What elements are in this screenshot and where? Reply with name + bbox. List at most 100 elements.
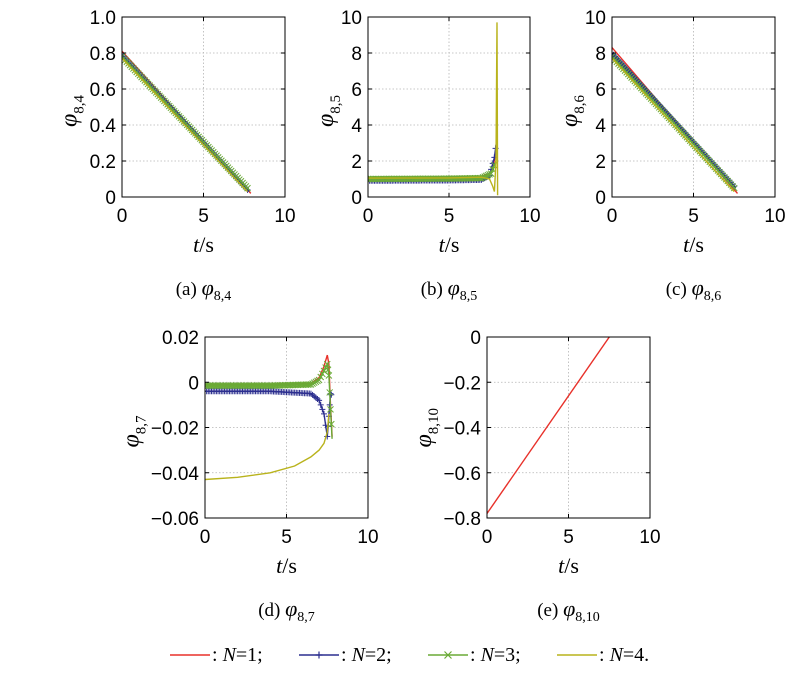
- marker-x: [405, 175, 412, 183]
- x-tick-label: 5: [688, 206, 699, 227]
- x-axis-label: t/s: [193, 232, 214, 257]
- y-tick-label: −0.06: [151, 509, 199, 530]
- chart-panel-5: −0.8 −0.6 −0.4 −0.2 0 0 5 10 t/s φ8,10 (e) φ8,10: [411, 328, 661, 625]
- marker-x: [403, 175, 411, 183]
- legend-item-3: : N=3;: [428, 644, 521, 666]
- marker-x: [431, 175, 438, 183]
- y-tick-label: 8: [595, 44, 606, 65]
- x-tick-label: 10: [519, 206, 540, 227]
- marker-x: [406, 175, 414, 183]
- marker-x: [478, 174, 485, 182]
- marker-x: [418, 175, 425, 183]
- marker-x: [442, 175, 450, 183]
- marker-x: [213, 382, 220, 389]
- marker-x: [323, 360, 331, 368]
- marker-x: [255, 382, 263, 389]
- marker-x: [384, 175, 391, 183]
- marker-x: [385, 175, 393, 183]
- marker-x: [230, 382, 238, 389]
- y-axis-label: φ8,5: [313, 95, 344, 127]
- marker-x: [327, 420, 335, 428]
- x-tick-label: 0: [607, 206, 618, 227]
- marker-x: [369, 175, 377, 183]
- y-tick-label: 10: [585, 8, 606, 29]
- marker-x: [260, 382, 268, 389]
- marker-x: [416, 175, 424, 183]
- marker-x: [232, 382, 240, 389]
- marker-x: [205, 382, 209, 389]
- marker-x: [368, 175, 372, 183]
- marker-x: [419, 175, 427, 183]
- x-tick-label: 0: [117, 206, 128, 227]
- x-tick-label: 10: [764, 206, 785, 227]
- legend-label: : N=3;: [470, 644, 521, 666]
- x-tick-label: 10: [274, 206, 295, 227]
- legend-item-2: : N=2;: [299, 644, 392, 666]
- series-group: [487, 337, 610, 514]
- marker-x: [310, 379, 318, 387]
- marker-x: [400, 175, 407, 183]
- x-tick-label: 0: [482, 527, 493, 548]
- x-axis-label: t/s: [683, 232, 704, 257]
- marker-x: [380, 175, 388, 183]
- y-tick-label: 0.4: [90, 116, 117, 137]
- panel-caption: (b) φ8,5: [421, 275, 478, 304]
- x-tick-label: 5: [281, 527, 292, 548]
- x-tick-label: 0: [200, 527, 211, 548]
- series-line-N=2: [368, 139, 498, 182]
- marker-x: [395, 175, 403, 183]
- y-tick-label: 0.6: [90, 80, 116, 101]
- marker-x: [421, 175, 429, 183]
- legend-label: : N=4.: [599, 644, 649, 666]
- series-group: [368, 22, 499, 196]
- marker-x: [413, 175, 420, 183]
- marker-x: [382, 175, 390, 183]
- marker-x: [422, 175, 430, 183]
- marker-x: [379, 175, 386, 183]
- marker-x: [427, 175, 435, 183]
- y-tick-label: −0.02: [151, 419, 199, 440]
- marker-x: [216, 382, 224, 389]
- marker-plus: [320, 410, 327, 417]
- y-tick-label: 2: [351, 152, 362, 173]
- marker-plus: [319, 406, 326, 413]
- marker-plus: [317, 401, 324, 408]
- marker-x: [252, 382, 259, 389]
- marker-x: [205, 382, 210, 389]
- legend-marker-x: [444, 651, 452, 659]
- x-tick-label: 5: [444, 206, 455, 227]
- y-tick-label: 0: [470, 328, 481, 349]
- y-tick-label: 4: [595, 116, 606, 137]
- marker-x: [393, 175, 401, 183]
- panel-caption: (d) φ8,7: [258, 596, 315, 625]
- marker-x: [206, 382, 214, 389]
- x-tick-label: 10: [639, 527, 660, 548]
- y-tick-label: 4: [351, 116, 362, 137]
- y-axis-label: φ8,7: [119, 415, 150, 448]
- y-tick-label: −0.4: [443, 419, 481, 440]
- y-tick-label: −0.2: [443, 373, 481, 394]
- marker-x: [250, 382, 258, 389]
- chart-panel-4: −0.06 −0.04 −0.02 0 0.02 0 5 10 t/s φ8,7 (d) φ8,7: [119, 328, 379, 625]
- marker-x: [222, 382, 230, 389]
- panel-caption: (c) φ8,6: [666, 275, 722, 304]
- marker-x: [398, 175, 406, 183]
- y-tick-label: 6: [595, 80, 606, 101]
- marker-x: [248, 382, 256, 389]
- marker-x: [324, 366, 332, 374]
- marker-x: [234, 382, 241, 389]
- marker-x: [240, 382, 248, 389]
- marker-x: [247, 382, 254, 389]
- marker-x: [209, 382, 217, 389]
- marker-x: [371, 175, 378, 183]
- y-axis-label: φ8,6: [557, 94, 588, 127]
- x-tick-label: 10: [357, 527, 378, 548]
- series-line-N=1: [368, 142, 498, 178]
- marker-x: [205, 382, 212, 389]
- marker-x: [239, 382, 246, 389]
- marker-x: [307, 381, 315, 388]
- marker-x: [372, 175, 380, 183]
- marker-x: [487, 170, 495, 177]
- y-tick-label: 1.0: [90, 8, 116, 29]
